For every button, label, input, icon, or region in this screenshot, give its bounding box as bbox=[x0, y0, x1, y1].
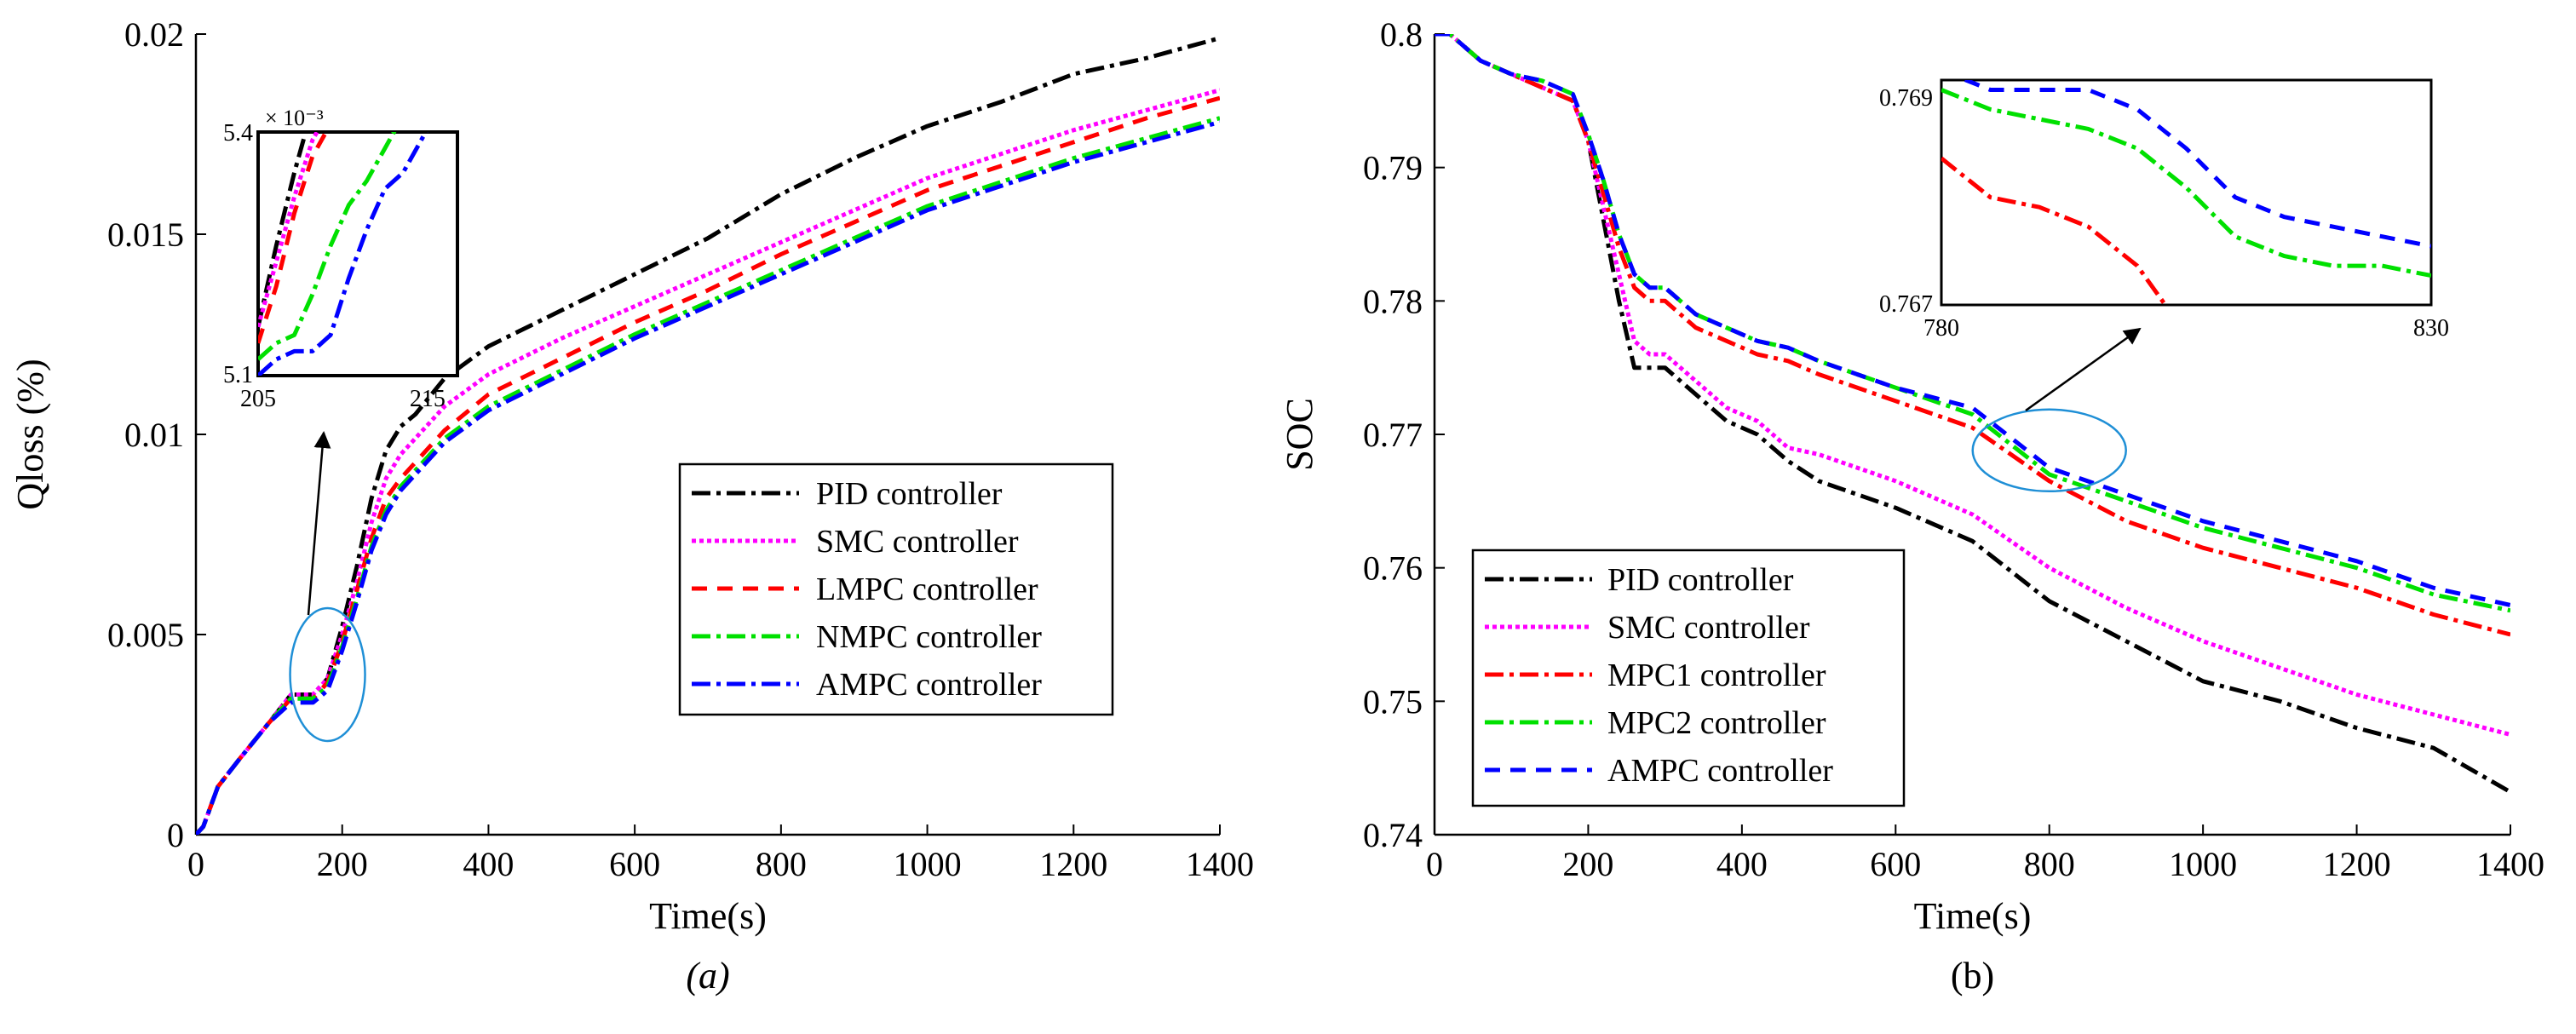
inset-y-tick-label: 0.767 bbox=[1879, 291, 1933, 318]
y-tick-label: 0.74 bbox=[1363, 816, 1423, 854]
y-tick-label: 0 bbox=[167, 816, 184, 854]
y-tick-label: 0.76 bbox=[1363, 549, 1423, 588]
panel-label: (b) bbox=[1951, 955, 1994, 997]
y-tick-label: 0.75 bbox=[1363, 682, 1423, 721]
y-tick-label: 0.005 bbox=[107, 616, 184, 654]
x-tick-label: 800 bbox=[756, 845, 807, 883]
legend-label: MPC1 controller bbox=[1607, 658, 1826, 693]
x-tick-label: 1000 bbox=[2169, 845, 2237, 883]
y-tick-label: 0.77 bbox=[1363, 416, 1423, 454]
x-tick-label: 1200 bbox=[1039, 845, 1107, 883]
series-line-mpc1-controller bbox=[1435, 34, 2510, 637]
chart-a: 0 200 400 600 800 1000 1200 1400 0 0.005 0.01 0.015… bbox=[9, 15, 1254, 997]
inset-y-tick-label: 0.769 bbox=[1879, 85, 1933, 112]
legend-label: MPC2 controller bbox=[1607, 705, 1826, 741]
legend-label: AMPC controller bbox=[816, 667, 1042, 703]
y-tick-label: 0.78 bbox=[1363, 282, 1423, 320]
inset-x-tick-label: 830 bbox=[2413, 315, 2449, 342]
series-line-pid-controller bbox=[1435, 34, 2510, 795]
highlight-ellipse bbox=[289, 606, 366, 743]
panel-label: (a) bbox=[686, 955, 729, 997]
inset-series-line bbox=[258, 132, 397, 361]
y-tick-label: 0.79 bbox=[1363, 149, 1423, 187]
inset-series-line bbox=[1960, 80, 2431, 249]
legend-box bbox=[1471, 549, 1906, 807]
inset-series-line bbox=[1941, 88, 2431, 279]
zoom-arrow bbox=[307, 431, 331, 616]
x-tick-label: 200 bbox=[1562, 845, 1613, 883]
series-line-ampc-controller bbox=[196, 119, 1220, 835]
y-tick-label: 0.02 bbox=[124, 15, 184, 54]
zoom-arrow bbox=[2025, 327, 2142, 412]
series-line-ampc-controller bbox=[1435, 34, 2510, 607]
x-tick-label: 1400 bbox=[2476, 845, 2544, 883]
x-tick-label: 400 bbox=[463, 845, 514, 883]
x-tick-label: 400 bbox=[1716, 845, 1768, 883]
x-tick-label: 600 bbox=[609, 845, 660, 883]
x-axis-label: Time(s) bbox=[1914, 895, 2032, 937]
x-tick-label: 0 bbox=[1426, 845, 1443, 883]
y-axis-label: SOC bbox=[1279, 398, 1320, 471]
inset-series-line bbox=[258, 132, 428, 376]
inset-x-tick-label: 780 bbox=[1923, 315, 1959, 342]
x-tick-label: 0 bbox=[187, 845, 204, 883]
y-axis-label: Qloss (%) bbox=[9, 359, 51, 509]
y-tick-label: 0.015 bbox=[107, 215, 184, 254]
inset-x-tick-label: 215 bbox=[410, 386, 446, 412]
inset-x-tick-label: 205 bbox=[240, 386, 276, 412]
y-tick-label: 0.01 bbox=[124, 416, 184, 454]
inset-exponent-label: × 10⁻³ bbox=[265, 106, 324, 130]
series-group bbox=[196, 36, 1220, 835]
legend-label: AMPC controller bbox=[1607, 753, 1833, 789]
legend-label: NMPC controller bbox=[816, 619, 1042, 655]
chart-b: 0 200 400 600 800 1000 1200 1400 0.74 0.75 0.76 0.7… bbox=[1279, 15, 2544, 997]
x-tick-label: 200 bbox=[317, 845, 368, 883]
x-tick-label: 1000 bbox=[894, 845, 962, 883]
legend-label: LMPC controller bbox=[816, 572, 1038, 607]
inset-series-line bbox=[258, 132, 319, 328]
legend-label: PID controller bbox=[1607, 562, 1794, 598]
legend-label: PID controller bbox=[816, 476, 1003, 512]
inset-series-group bbox=[1941, 80, 2431, 305]
x-axis-label: Time(s) bbox=[649, 895, 767, 937]
y-tick-label: 0.8 bbox=[1380, 15, 1423, 54]
legend-label: SMC controller bbox=[816, 524, 1019, 560]
x-tick-label: 1400 bbox=[1186, 845, 1254, 883]
inset-y-tick-label: 5.4 bbox=[223, 120, 253, 146]
inset-series-line bbox=[258, 132, 308, 328]
highlight-ellipse bbox=[1971, 408, 2127, 493]
x-tick-label: 600 bbox=[1870, 845, 1921, 883]
x-tick-label: 1200 bbox=[2323, 845, 2391, 883]
series-line-smc-controller bbox=[1435, 34, 2510, 737]
legend-label: SMC controller bbox=[1607, 610, 1810, 646]
x-tick-label: 800 bbox=[2024, 845, 2075, 883]
inset-series-group bbox=[258, 132, 428, 376]
inset-series-line bbox=[1941, 156, 2168, 305]
inset-y-tick-label: 5.1 bbox=[223, 362, 253, 388]
series-group bbox=[1435, 34, 2510, 795]
